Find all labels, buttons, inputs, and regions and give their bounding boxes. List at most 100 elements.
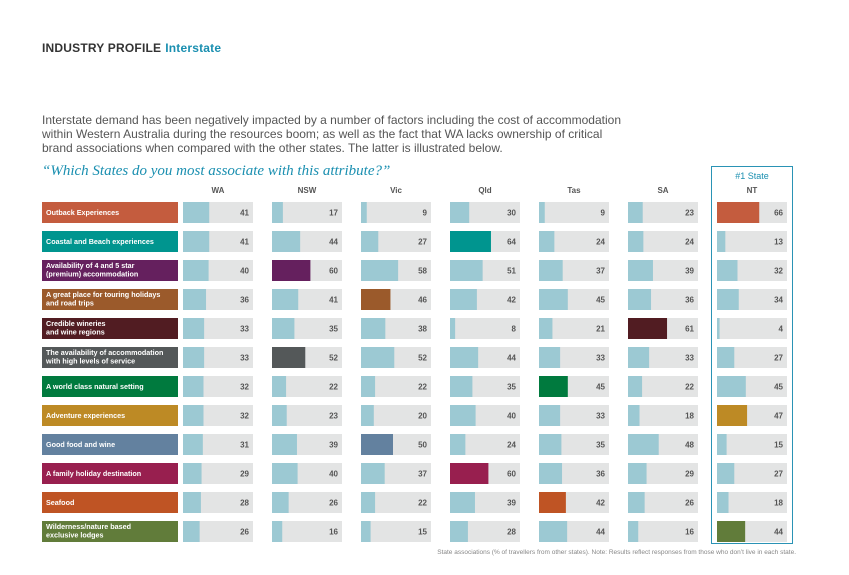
attribute-label: A world class natural setting (46, 382, 144, 391)
value-label: 24 (596, 238, 605, 247)
value-label: 21 (596, 325, 605, 334)
value-label: 52 (329, 354, 338, 363)
value-label: 31 (240, 441, 249, 450)
value-label: 30 (507, 209, 516, 218)
value-label: 24 (685, 238, 694, 247)
value-label: 8 (512, 325, 517, 334)
state-header-sa: SA (657, 186, 668, 195)
bar-track (628, 492, 698, 513)
value-label: 40 (240, 267, 249, 276)
attribute-label-box (42, 463, 178, 484)
state-header-qld: Qld (478, 186, 491, 195)
bar-track (539, 202, 609, 223)
value-label: 17 (329, 209, 338, 218)
value-label: 40 (507, 412, 516, 421)
value-label: 60 (329, 267, 338, 276)
attribute-label: A great place for touring holidays and ro… (46, 290, 160, 307)
bar (450, 434, 466, 455)
bar (628, 202, 643, 223)
bar (717, 376, 746, 397)
value-label: 15 (774, 441, 783, 450)
bar (717, 434, 727, 455)
attribute-label-line: and road trips (46, 298, 94, 307)
value-label: 26 (329, 499, 338, 508)
state-header-tas: Tas (567, 186, 581, 195)
bar-track (717, 318, 787, 339)
value-label: 18 (774, 499, 783, 508)
bar (183, 405, 204, 426)
attribute-label: Seafood (46, 498, 74, 507)
value-label: 35 (329, 325, 338, 334)
bar-track (450, 318, 520, 339)
bar (183, 202, 210, 223)
value-label: 66 (774, 209, 783, 218)
bar-track (361, 376, 431, 397)
bar-track (361, 231, 431, 252)
bar (717, 347, 735, 368)
bar-track (717, 434, 787, 455)
bar (628, 405, 640, 426)
bar (361, 289, 391, 310)
bar (628, 289, 652, 310)
value-label: 36 (685, 296, 694, 305)
bar (450, 492, 475, 513)
bar (183, 260, 209, 281)
attribute-label-line: A great place for touring holidays (46, 290, 160, 299)
bar (361, 521, 371, 542)
value-label: 28 (240, 499, 249, 508)
bar-track (717, 347, 787, 368)
bar-track (717, 492, 787, 513)
bar (272, 434, 297, 455)
bar (272, 231, 301, 252)
value-label: 27 (774, 354, 783, 363)
value-label: 45 (596, 296, 605, 305)
attribute-label: Availability of 4 and 5 star (premium) ac… (46, 261, 138, 278)
subsection-title: Interstate (165, 41, 222, 55)
bar (628, 231, 644, 252)
value-label: 32 (240, 383, 249, 392)
value-label: 35 (596, 441, 605, 450)
value-label: 39 (329, 441, 338, 450)
value-label: 45 (774, 383, 783, 392)
attribute-label-box (42, 492, 178, 513)
bar-track (628, 405, 698, 426)
bar-track (183, 521, 253, 542)
bar (450, 260, 483, 281)
bar (628, 434, 659, 455)
value-label: 39 (685, 267, 694, 276)
bar (183, 434, 203, 455)
value-label: 24 (507, 441, 516, 450)
value-label: 32 (774, 267, 783, 276)
bar (361, 405, 374, 426)
top-state-highlight-label: #1 State (735, 171, 769, 181)
state-header-nt: NT (747, 186, 758, 195)
value-label: 46 (418, 296, 427, 305)
bar (183, 289, 207, 310)
bar (628, 376, 643, 397)
bar (450, 289, 477, 310)
bar (539, 231, 555, 252)
state-header-nsw: NSW (298, 186, 317, 195)
bar (628, 492, 645, 513)
value-label: 38 (418, 325, 427, 334)
value-label: 64 (507, 238, 516, 247)
bar (450, 231, 491, 252)
value-label: 52 (418, 354, 427, 363)
bar (717, 405, 748, 426)
footnote: State associations (% of travellers from… (437, 549, 796, 556)
attribute-label-box (42, 347, 178, 368)
bar (539, 376, 568, 397)
attribute-label-line: (premium) accommodation (46, 269, 138, 278)
bar-track (361, 202, 431, 223)
bar (539, 202, 545, 223)
value-label: 33 (685, 354, 694, 363)
bar (539, 347, 561, 368)
bar (450, 347, 479, 368)
value-label: 41 (240, 238, 249, 247)
attribute-label-box (42, 376, 178, 397)
bar (628, 521, 639, 542)
attribute-label-line: Wilderness/nature based (46, 522, 131, 531)
value-label: 45 (596, 383, 605, 392)
bar-track (628, 202, 698, 223)
